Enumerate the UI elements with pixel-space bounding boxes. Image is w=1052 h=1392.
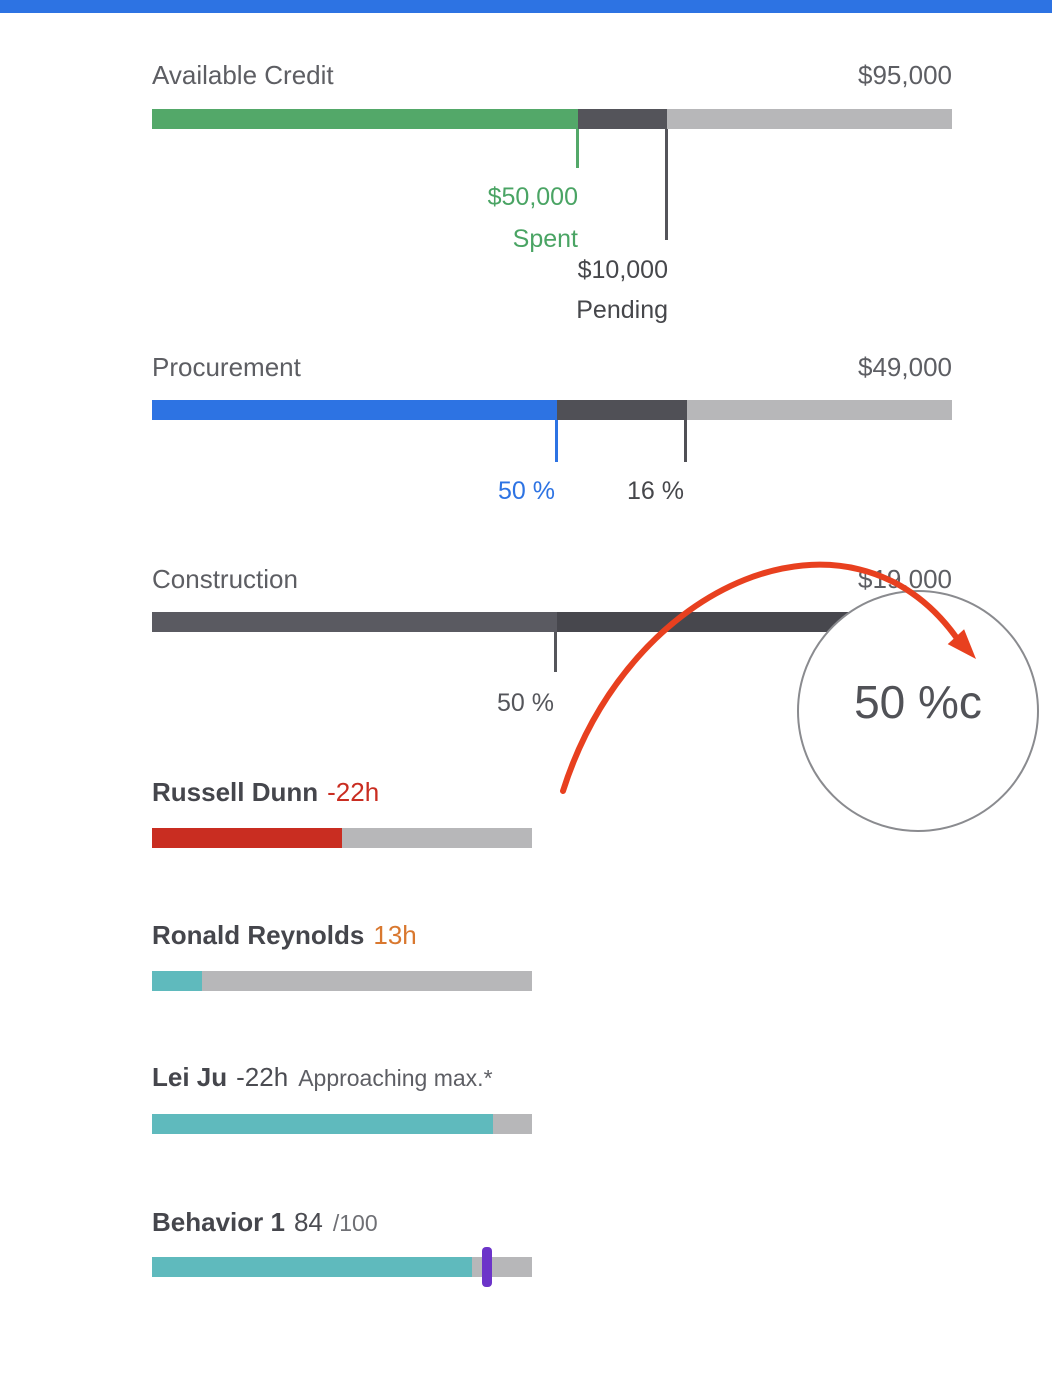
pending-tick [665,129,668,240]
spent-value-label: $50,000 [487,183,578,211]
bar-track [342,828,532,848]
available-credit-bar [152,109,952,129]
person-label-lei-ju: Lei Ju -22h Approaching max.* [152,1062,493,1093]
chart-title-procurement: Procurement [152,352,301,382]
behavior-threshold-marker [482,1247,492,1287]
bar-segment-pending [578,109,667,129]
score-name: Behavior 1 [152,1207,285,1237]
chart-total-procurement: $49,000 [858,352,952,382]
bar-track [493,1114,532,1134]
bar-segment-50pct [152,400,557,420]
procurement-blue-tick [555,420,558,462]
procurement-16pct-label: 16 % [627,477,684,505]
bar-segment-first-half [152,612,557,632]
behavior-1-bar [152,1257,532,1277]
bar-fill [152,971,202,991]
person-label-russell-dunn: Russell Dunn -22h [152,777,379,808]
construction-50pct-label: 50 % [497,689,554,717]
person-badge: 13h [373,920,417,950]
score-label-behavior-1: Behavior 1 84 /100 [152,1207,378,1238]
bar-track [472,1257,532,1277]
construction-tick [554,632,557,672]
magnifier-text: 50 %c [854,676,982,728]
bar-segment-spent [152,109,578,129]
bar-fill [152,1257,472,1277]
chart-title-construction: Construction [152,564,298,594]
person-badge: -22h [236,1062,289,1092]
procurement-bar [152,400,952,420]
person-name: Ronald Reynolds [152,920,365,950]
score-max: /100 [332,1210,378,1236]
lei-ju-bar [152,1114,532,1134]
russell-dunn-bar [152,828,532,848]
bar-track [202,971,532,991]
top-accent-bar [0,0,1052,13]
chart-title-available-credit: Available Credit [152,60,334,90]
spent-text-label: Spent [512,225,578,253]
annotation-arrow [560,561,976,794]
bar-segment-16pct [557,400,687,420]
bar-fill [152,1114,493,1134]
chart-total-available-credit: $95,000 [858,60,952,90]
pending-value-label: $10,000 [577,256,668,284]
ronald-reynolds-bar [152,971,532,991]
magnifier-circle: 50 %c [797,590,1039,832]
procurement-dark-tick [684,420,687,462]
bar-segment-rest [687,400,952,420]
person-label-ronald-reynolds: Ronald Reynolds 13h [152,920,417,951]
pending-text-label: Pending [576,296,668,324]
spent-tick [576,129,579,168]
bar-segment-remaining [667,109,952,129]
person-name: Lei Ju [152,1062,228,1092]
person-badge: -22h [327,777,380,807]
procurement-50pct-label: 50 % [498,477,555,505]
bar-fill [152,828,342,848]
score-value: 84 [293,1207,323,1237]
person-name: Russell Dunn [152,777,319,807]
person-note: Approaching max.* [298,1065,493,1091]
